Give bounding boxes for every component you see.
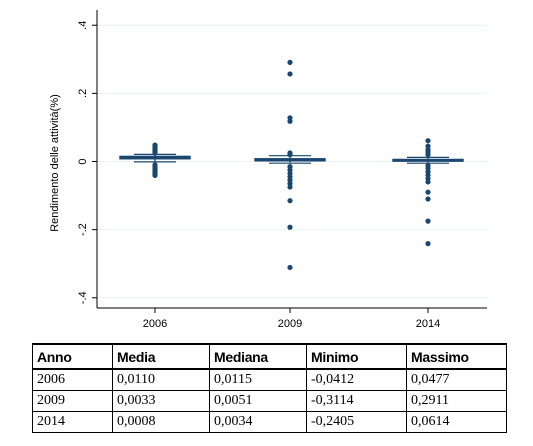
cell-mediana: 0,0115 [209,368,307,391]
y-tick-label: .4 [77,21,89,30]
x-tick-label: 2009 [278,318,302,330]
cell-media: 0,0008 [112,411,210,433]
box-2006 [119,142,191,179]
table-row: 2006 0,0110 0,0115 -0,0412 0,0477 [32,368,507,391]
outlier-point [425,179,431,185]
cell-mediana: 0,0034 [209,411,307,433]
cell-minimo: -0,0412 [306,368,407,391]
box-2014 [392,138,464,247]
outlier-point [425,241,431,247]
header-anno: Anno [32,343,113,370]
cell-media: 0,0110 [112,368,210,391]
cell-massimo: 0,0477 [406,368,507,391]
axes: -.4 -.2 0 .2 .4 2006 2009 2014 [77,10,487,330]
header-minimo: Minimo [306,343,407,370]
outlier-point [287,71,293,77]
plot-area [119,59,464,271]
outlier-point [425,152,431,158]
cell-minimo: -0,2405 [306,411,407,433]
outlier-point [425,138,431,144]
box-2009 [254,59,326,271]
cell-massimo: 0,0614 [406,411,507,433]
outlier-point [425,196,431,202]
outlier-point [287,118,293,124]
y-tick-label: -.4 [77,291,89,304]
cell-mediana: 0,0051 [209,390,307,412]
outlier-point [425,189,431,195]
outlier-point [287,198,293,204]
statistics-table: Anno Media Mediana Minimo Massimo 2006 0… [32,343,507,433]
table-row: 2014 0,0008 0,0034 -0,2405 0,0614 [32,411,507,433]
y-tick-label: -.2 [77,223,89,236]
outlier-point [287,59,293,65]
box-plot-chart: -.4 -.2 0 .2 .4 2006 2009 2014 Rendimento delle… [49,10,487,330]
header-massimo: Massimo [406,343,507,370]
outlier-point [287,224,293,230]
cell-media: 0,0033 [112,390,210,412]
y-tick-label: 0 [77,158,89,164]
x-tick-label: 2006 [143,318,167,330]
x-tick-label: 2014 [416,318,440,330]
y-axis-title: Rendimento delle attività(%) [49,94,61,232]
cell-anno: 2006 [32,368,113,391]
outlier-point [287,184,293,190]
cell-anno: 2014 [32,411,113,433]
outlier-point [152,172,158,179]
table-row: 2009 0,0033 0,0051 -0,3114 0,2911 [32,390,507,412]
header-media: Media [112,343,210,370]
cell-minimo: -0,3114 [306,390,407,412]
cell-massimo: 0,2911 [406,390,507,412]
cell-anno: 2009 [32,390,113,412]
outlier-point [425,218,431,224]
outlier-point [152,150,158,156]
table-header-row: Anno Media Mediana Minimo Massimo [32,343,507,370]
outlier-point [287,152,293,158]
header-mediana: Mediana [209,343,307,370]
outlier-point [287,264,293,271]
y-tick-label: .2 [77,89,89,98]
